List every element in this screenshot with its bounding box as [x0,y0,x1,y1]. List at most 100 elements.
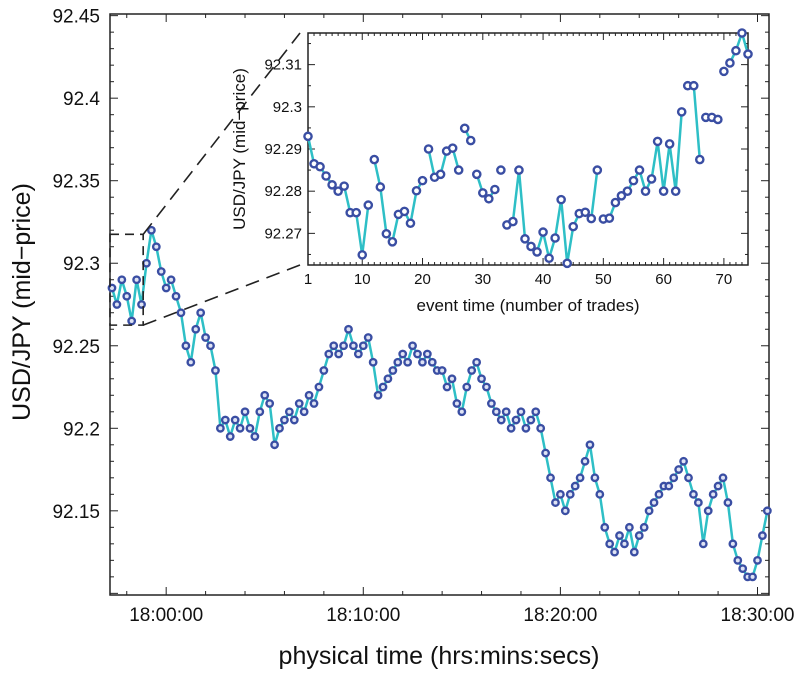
price-point [299,407,309,417]
inset-price-point [399,206,410,217]
price-point [565,489,575,499]
price-point [201,333,210,342]
price-point [669,473,679,483]
price-point [472,357,482,367]
price-point [240,407,250,417]
price-point [117,275,127,285]
price-point [324,349,334,359]
y-tick-label: 92.45 [52,7,100,28]
price-point [344,324,353,334]
inset-price-point [514,165,524,175]
price-point [580,456,590,466]
price-point [723,498,733,507]
price-point [442,382,452,392]
inset-price-point [713,114,723,125]
inset-price-point [634,165,645,175]
inset-price-point [616,191,627,201]
inset-price-point [327,180,337,190]
price-point [270,440,279,450]
price-point [560,506,570,516]
inset-price-point [622,186,633,196]
inset-price-point [405,218,416,229]
inset-price-point [725,58,735,68]
inset-x-tick-label: 70 [716,271,733,288]
price-point [211,366,220,375]
inset-price-point [303,131,313,142]
inset-y-tick-label: 92.3 [273,99,302,116]
inset-price-point [532,247,542,257]
price-point [516,407,526,417]
inset-plot-frame [307,32,749,266]
price-point [215,423,225,433]
inset-price-point [538,227,548,237]
main-y-axis-label: USD/JPY (mid−price) [8,183,36,421]
inset-price-point [676,107,687,117]
price-point [689,489,698,499]
price-point [388,366,398,375]
inset-y-tick-label: 92.28 [264,183,302,200]
inset-price-point [447,143,458,153]
inset-price-point [719,66,729,77]
price-point [693,498,703,507]
price-point [639,522,649,532]
price-point [649,498,659,507]
price-point [245,423,255,433]
price-point [462,382,472,392]
price-point [304,390,314,400]
price-point [220,415,230,425]
price-point [610,547,619,557]
price-point [590,473,600,483]
price-point [230,415,240,425]
price-point [289,415,299,425]
price-point [398,349,408,359]
price-point [600,522,610,532]
price-point [718,473,728,483]
price-point [235,423,245,433]
inset-price-point [315,161,325,172]
price-point [413,349,422,359]
price-point [762,506,772,516]
price-point [353,349,363,359]
inset-price-point [526,241,536,252]
x-tick-label: 18:30:00 [721,605,795,626]
price-point [585,440,595,450]
price-point [373,390,383,400]
price-point [206,341,215,351]
y-tick-label: 92.3 [63,254,100,275]
inset-price-segment [403,179,424,228]
inset-price-point [694,154,705,165]
price-point [629,547,639,557]
inset-price-point [387,236,398,247]
inset-price-point [417,175,428,186]
price-point [427,357,437,367]
inset-price-point [550,233,560,243]
inset-price-point [556,194,566,205]
price-point [487,399,496,408]
inset-x-tick-label: 60 [655,271,672,288]
inset-price-point [333,186,343,196]
inset-x-axis-label: event time (number of trades) [417,296,640,315]
price-point [551,498,560,507]
price-point [122,291,132,301]
price-point [501,407,511,417]
inset-price-point [363,200,374,210]
inset-price-point [351,207,362,218]
price-point [546,473,555,483]
price-point [482,382,491,392]
inset-price-point [453,165,464,175]
inset-price-point [490,184,500,195]
inset-price-point [670,186,681,196]
price-point [191,324,201,334]
inset-price-point [477,188,488,198]
inset-price-point [664,139,675,149]
price-point [531,407,541,417]
inset-price-point [369,154,380,165]
price-point [422,349,432,359]
inset-price-point [381,228,392,239]
price-point [684,473,693,483]
y-tick-label: 92.25 [52,337,100,358]
price-point [334,349,344,359]
price-point [664,481,674,491]
price-point [758,531,767,540]
price-point [358,341,368,351]
